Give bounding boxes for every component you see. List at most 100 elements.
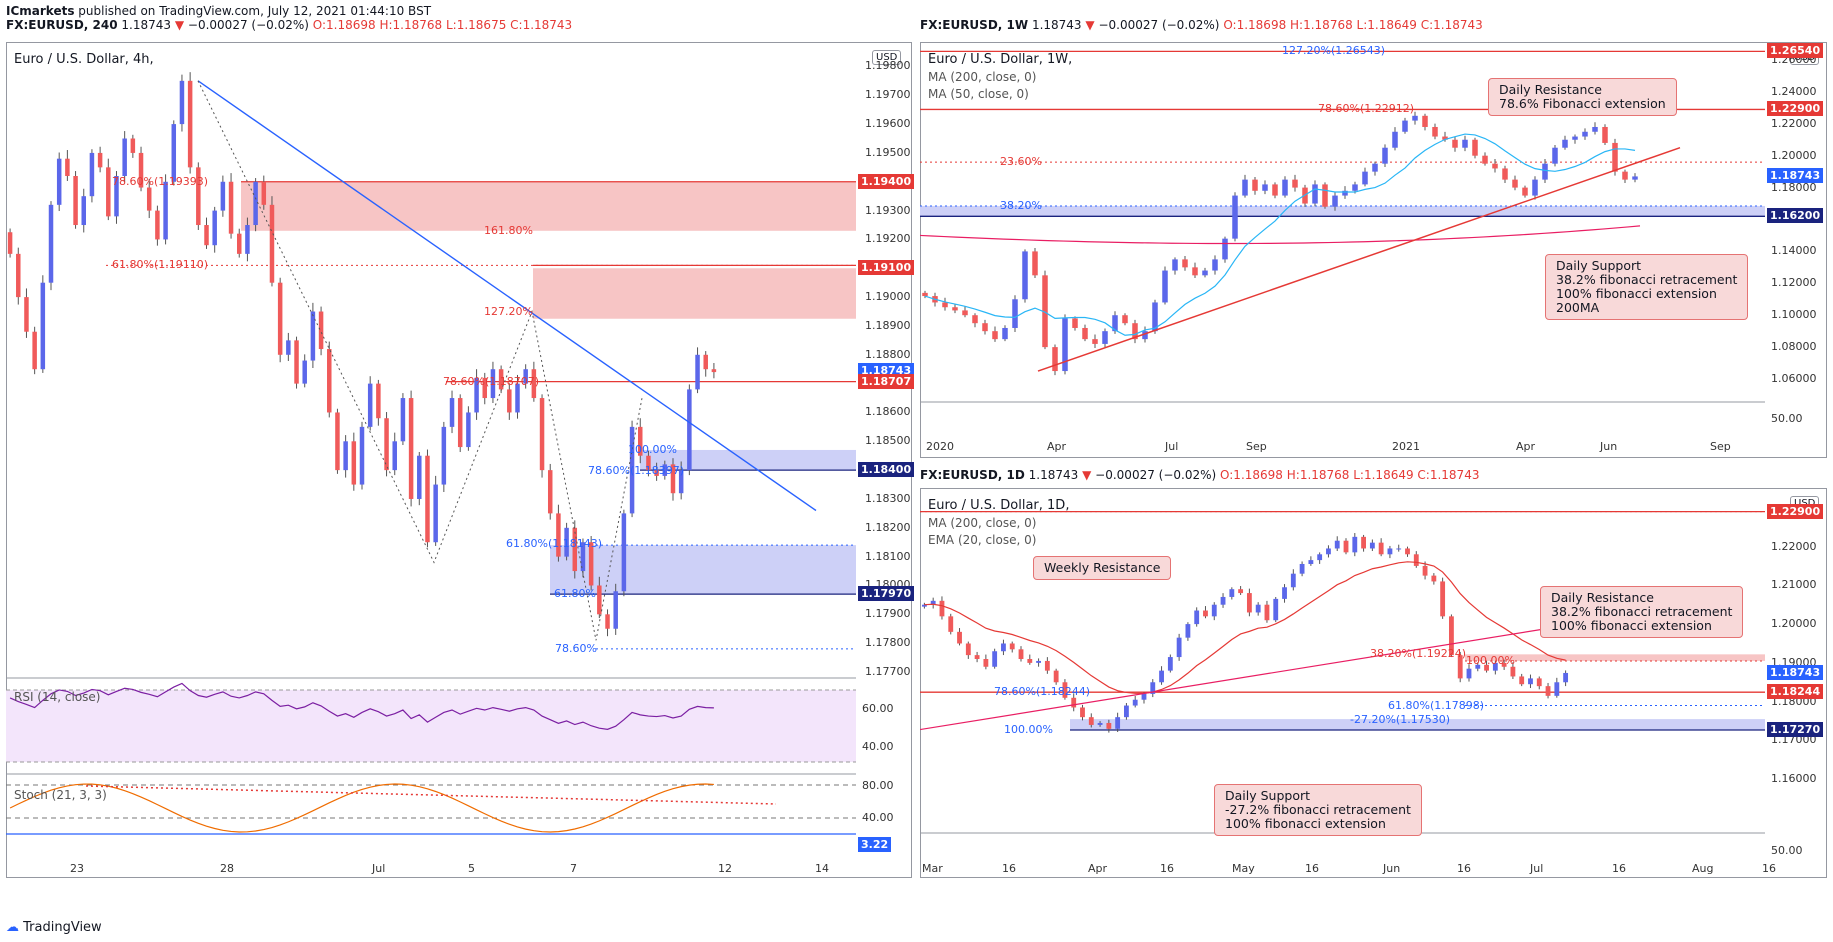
time-tick: Sep <box>1710 440 1731 453</box>
daily-chart-panel[interactable] <box>920 488 1827 878</box>
callout-line: 100% fibonacci extension <box>1556 286 1717 301</box>
rsi-tick: 40.00 <box>862 740 894 753</box>
left-chart-canvas[interactable] <box>6 42 856 858</box>
fib-label: 61.80%(1.18143) <box>506 537 603 551</box>
candle-body <box>1238 589 1244 594</box>
left-symbol-line: FX:EURUSD, 240 1.18743 ▼ −0.00027 (−0.02… <box>6 18 572 32</box>
price-label: 1.18707 <box>858 373 915 389</box>
candle-body <box>1106 722 1112 729</box>
fib-zigzag <box>197 80 643 641</box>
candle-body <box>1317 554 1323 561</box>
candle-body <box>32 331 37 370</box>
callout-line: Weekly Resistance <box>1044 560 1161 575</box>
candle-body <box>1592 126 1598 132</box>
price-label: 1.18743 <box>1767 167 1824 183</box>
price-tick: 1.19600 <box>865 117 911 131</box>
candle-body <box>1602 126 1608 143</box>
fib-label: 78.60%(1.19393) <box>112 174 209 188</box>
time-tick: 28 <box>220 862 234 875</box>
time-tick: 16 <box>1457 862 1471 875</box>
candle-body <box>1132 323 1138 340</box>
weekly-study-ma50: MA (50, close, 0) <box>928 87 1029 101</box>
candle-body <box>1412 115 1418 121</box>
candle-body <box>1273 598 1279 621</box>
price-tick: 1.06000 <box>1771 372 1817 386</box>
currency-badge[interactable]: USD <box>872 50 902 65</box>
price-label: 1.17270 <box>1767 721 1824 737</box>
price-label: 1.19100 <box>858 260 915 276</box>
candle-body <box>1528 678 1533 685</box>
fib-label: 78.60%(1.18244) <box>994 685 1091 699</box>
candle-body <box>539 398 545 471</box>
candle-body <box>1152 302 1158 332</box>
candle-body <box>1182 259 1188 268</box>
candle-body <box>482 377 488 399</box>
candle-body <box>351 441 357 485</box>
fib-label: 38.20% <box>1000 198 1042 212</box>
candle-body <box>1484 664 1489 671</box>
candle-body <box>1112 315 1118 332</box>
candle-body <box>130 138 136 153</box>
candle-body <box>1382 147 1388 164</box>
weekly-chart-panel[interactable] <box>920 42 1827 458</box>
callout-line: Daily Support <box>1556 258 1642 273</box>
daily-callout-support: Daily Support -27.2% fibonacci retraceme… <box>1214 784 1422 836</box>
candle-body <box>1387 548 1393 555</box>
candle-body <box>1472 139 1478 156</box>
symbol: FX:EURUSD, 1W <box>920 18 1029 32</box>
candle-body <box>1211 604 1217 617</box>
candle-body <box>302 360 307 384</box>
candle-body <box>992 331 998 340</box>
ohlc: O:1.18698 H:1.18768 L:1.18649 C:1.18743 <box>1220 468 1480 482</box>
ohlc: O:1.18698 H:1.18768 L:1.18675 C:1.18743 <box>312 18 573 32</box>
price-tick: 1.18000 <box>1771 180 1817 194</box>
candle-body <box>1492 163 1498 169</box>
weekly-chart-title: Euro / U.S. Dollar, 1W, <box>928 52 1073 67</box>
candle-body <box>81 196 86 226</box>
candle-body <box>580 542 586 572</box>
candle-body <box>384 418 389 471</box>
price-tick: 1.22000 <box>1771 116 1817 130</box>
price-tick: 1.20000 <box>1771 617 1817 631</box>
support-zone <box>920 205 1765 217</box>
time-tick: Aug <box>1692 862 1714 875</box>
candle-body <box>65 158 70 176</box>
fib-label: 78.60%(1.22912) <box>1318 102 1415 116</box>
candle-body <box>1162 270 1168 303</box>
candle-body <box>1501 662 1507 667</box>
candle-body <box>146 187 152 211</box>
candle-body <box>613 591 618 629</box>
candle-body <box>703 354 708 370</box>
candle-body <box>597 585 602 615</box>
candle-body <box>1255 604 1261 613</box>
stoch-tick: 80.00 <box>862 779 894 792</box>
candle-body <box>983 659 989 667</box>
candle-body <box>187 80 193 168</box>
candle-body <box>1536 678 1542 687</box>
candle-body <box>400 398 406 442</box>
left-chart-panel[interactable] <box>6 42 912 878</box>
price-tick: 1.19000 <box>865 290 911 304</box>
callout-line: 38.2% fibonacci retracement <box>1556 272 1738 287</box>
price-tick: 1.24000 <box>1771 84 1817 98</box>
price-label: 1.18743 <box>1767 664 1824 680</box>
candle-body <box>1092 339 1098 344</box>
stoch-title: Stoch (21, 3, 3) <box>14 788 107 802</box>
price-tick: 1.18600 <box>865 405 911 419</box>
time-tick: 16 <box>1762 862 1776 875</box>
weekly-study-ma200: MA (200, close, 0) <box>928 70 1037 84</box>
down-arrow-icon: ▼ <box>174 18 185 32</box>
fib-label: 100.00% <box>1466 653 1515 667</box>
ema20-line <box>924 561 1566 694</box>
fib-label: 61.80%(1.19110) <box>112 258 209 272</box>
fib-label: 78.60% <box>555 641 597 655</box>
candle-body <box>441 426 447 485</box>
callout-line: 100% fibonacci extension <box>1225 816 1386 831</box>
callout-line: -27.2% fibonacci retracement <box>1225 802 1411 817</box>
candle-body <box>1422 115 1428 127</box>
resistance-zone <box>533 268 856 319</box>
candle-body <box>327 349 332 413</box>
candle-body <box>687 389 692 471</box>
candle-body <box>286 340 291 355</box>
candle-body <box>922 292 928 297</box>
